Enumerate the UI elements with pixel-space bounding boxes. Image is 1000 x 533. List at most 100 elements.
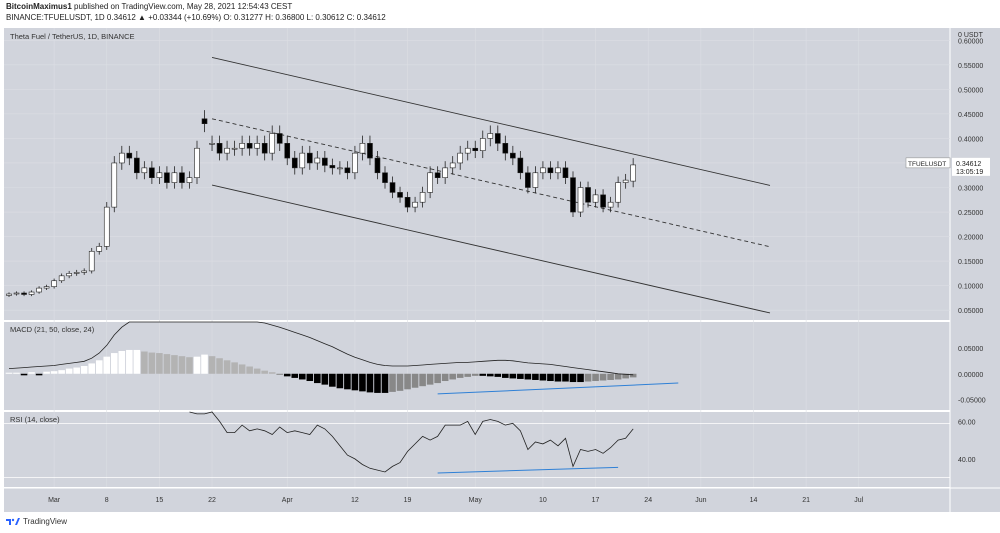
candle-down <box>600 194 606 208</box>
symbol-info: BINANCE:TFUELUSDT, 1D 0.34612 ▲ +0.03344… <box>6 13 386 22</box>
price-axis-panel <box>950 28 1000 512</box>
price-tick-label: 0.50000 <box>958 87 983 94</box>
candle-up <box>81 270 87 273</box>
candle-up <box>299 152 306 169</box>
candle-up <box>442 167 448 178</box>
macd-histogram-bar <box>532 373 539 380</box>
candle-down <box>201 118 208 124</box>
candle-up <box>66 273 72 277</box>
time-tick-label: 17 <box>592 497 600 504</box>
candle-up <box>43 286 50 289</box>
tradingview-brand: TradingView <box>23 517 68 526</box>
macd-histogram-bar <box>73 367 80 374</box>
macd-histogram-bar <box>577 373 584 383</box>
candle-up <box>224 147 230 154</box>
time-tick-label: 10 <box>539 497 547 504</box>
candle-up <box>359 143 366 154</box>
price-tick-label: 0.10000 <box>958 284 983 291</box>
time-tick-label: Jun <box>695 497 706 504</box>
macd-histogram-bar <box>163 354 171 374</box>
candle-up <box>171 172 178 183</box>
price-tick-label: 0.60000 <box>958 38 983 45</box>
macd-histogram-bar <box>103 356 111 374</box>
channel-middle <box>211 118 771 248</box>
candle-down <box>126 152 133 159</box>
candle-up <box>73 272 80 274</box>
macd-histogram-bar <box>419 373 426 387</box>
tradingview-logo[interactable]: TradingView <box>6 517 67 526</box>
macd-histogram-bar <box>569 373 577 383</box>
rsi-line <box>189 411 634 473</box>
macd-histogram-bar <box>592 373 599 382</box>
candle-up <box>96 246 103 252</box>
macd-histogram-bar <box>246 366 253 374</box>
time-tick-label: Mar <box>48 497 61 504</box>
publish-info: BitcoinMaximus1 published on TradingView… <box>6 2 293 11</box>
candle-up <box>119 152 125 164</box>
candle-up <box>28 291 35 295</box>
time-tick-label: 15 <box>156 497 164 504</box>
macd-histogram-bar <box>359 373 366 392</box>
macd-histogram-bar <box>50 371 58 374</box>
candle-down <box>472 147 479 151</box>
macd-histogram-bar <box>208 356 216 374</box>
candle-up <box>51 280 57 287</box>
macd-label: MACD (21, 50, close, 24) <box>10 325 95 334</box>
candle-down <box>374 157 381 174</box>
macd-histogram-bar <box>80 366 88 374</box>
macd-histogram-bar <box>298 373 306 380</box>
candle-down <box>502 143 509 154</box>
macd-histogram-bar <box>599 373 607 381</box>
macd-histogram-bar <box>329 373 336 387</box>
macd-histogram-bar <box>562 373 569 382</box>
candle-down <box>382 172 388 183</box>
candle-up <box>577 187 584 213</box>
candle-up <box>314 157 321 164</box>
candle-down <box>261 143 268 154</box>
macd-histogram-bar <box>509 373 517 379</box>
macd-histogram-bar <box>547 373 554 382</box>
macd-divergence-line <box>437 382 679 395</box>
macd-histogram-bar <box>253 368 261 374</box>
price-tick-label: 0.45000 <box>958 112 983 119</box>
macd-histogram-bar <box>238 364 246 374</box>
macd-histogram-bar <box>156 353 163 374</box>
time-tick-label: Jul <box>854 497 863 504</box>
macd-histogram-bar <box>13 372 20 374</box>
candle-up <box>555 167 561 174</box>
last-price-tag <box>952 157 990 176</box>
symbol-tag <box>905 157 951 169</box>
candle-down <box>525 172 531 188</box>
time-tick-label: 21 <box>802 497 810 504</box>
price-tick-label: 0.20000 <box>958 235 983 242</box>
candle-down <box>344 167 351 174</box>
macd-histogram-bar <box>306 373 314 382</box>
macd-histogram-bar <box>201 354 208 374</box>
macd-histogram-bar <box>223 360 231 374</box>
candle-down <box>164 172 170 183</box>
macd-histogram-bar <box>479 373 487 376</box>
macd-histogram-bar <box>396 373 404 391</box>
macd-histogram-bar <box>374 373 381 393</box>
macd-histogram-bar <box>517 373 524 379</box>
macd-histogram-bar <box>95 360 103 374</box>
last-price-label: 0.34612 <box>956 161 981 168</box>
candle-down <box>291 157 298 169</box>
candle-up <box>630 164 636 182</box>
macd-histogram-bar <box>471 373 479 376</box>
macd-histogram-bar <box>351 373 359 391</box>
time-tick-label: May <box>469 497 483 504</box>
macd-histogram-bar <box>141 351 148 374</box>
candle-up <box>479 138 486 151</box>
macd-histogram-bar <box>441 373 449 382</box>
candle-up <box>186 177 193 183</box>
rsi-divergence-line <box>437 466 619 474</box>
candle-down <box>179 172 185 183</box>
macd-histogram-bar <box>366 373 374 393</box>
candle-up <box>352 152 358 174</box>
time-tick-label: 8 <box>105 497 109 504</box>
time-tick-label: 24 <box>644 497 652 504</box>
macd-histogram-bar <box>186 357 193 374</box>
macd-histogram-bar <box>178 356 186 374</box>
